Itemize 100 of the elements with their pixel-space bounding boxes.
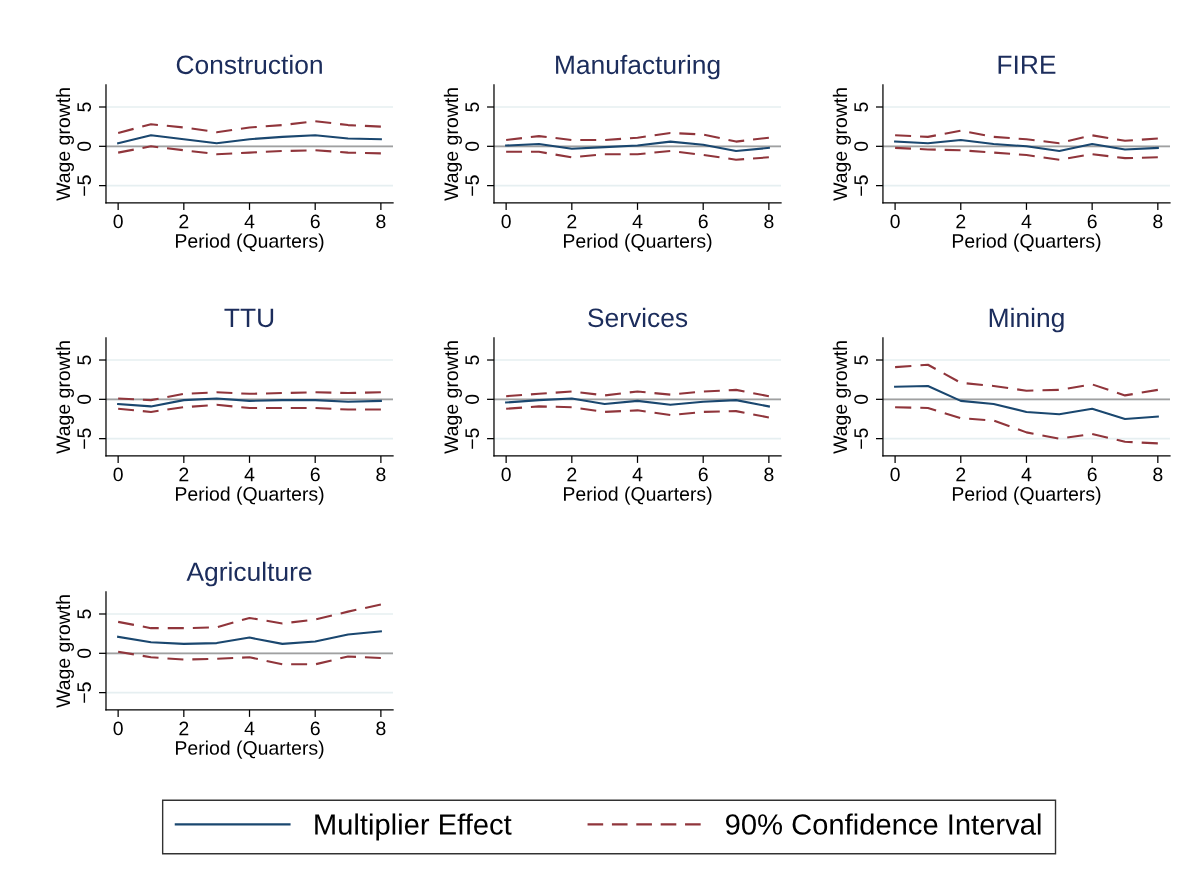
line-series (505, 140, 770, 153)
y-tick-label: 0 (854, 394, 868, 404)
line-series (117, 603, 382, 630)
x-tick-label: 2 (956, 214, 966, 229)
x-tick-label: 8 (376, 467, 386, 482)
x-tick-label: 8 (764, 214, 774, 229)
x-tick-label: 0 (890, 214, 900, 229)
x-tick-label: 4 (244, 214, 255, 229)
x-axis-title: Period (Quarters) (176, 740, 324, 759)
x-axis-title: Period (Quarters) (564, 486, 712, 505)
x-axis-title: Period (Quarters) (952, 233, 1101, 252)
line-series (117, 391, 382, 402)
y-tick-label: 0 (465, 141, 480, 151)
line-series (894, 138, 1159, 153)
x-tick-label: 0 (501, 214, 511, 229)
x-tick-label: 4 (1021, 467, 1032, 482)
legend-label: 90% Confidence Interval (726, 813, 1041, 835)
line-series (117, 403, 382, 413)
x-axis-title: Period (Quarters) (176, 233, 324, 252)
y-tick-label: 0 (77, 394, 92, 404)
y-tick-label: 5 (77, 102, 92, 112)
line-series (894, 146, 1159, 161)
line-series (894, 129, 1159, 145)
line-series (117, 145, 382, 156)
line-series (505, 150, 770, 161)
x-tick-label: 2 (956, 467, 966, 482)
x-tick-label: 4 (632, 214, 643, 229)
y-tick-label: 5 (854, 102, 868, 112)
y-axis-title: Wage growth (55, 88, 74, 201)
y-tick-label: −5 (77, 682, 92, 703)
y-axis-title: Wage growth (55, 595, 74, 708)
x-tick-label: 4 (1021, 214, 1032, 229)
x-tick-label: 8 (1153, 214, 1163, 229)
line-series (894, 363, 1159, 397)
y-tick-label: 5 (465, 355, 480, 365)
chart-title: Mining (989, 307, 1064, 333)
y-axis-title: Wage growth (832, 88, 851, 201)
x-tick-label: 2 (567, 467, 577, 482)
line-series (505, 388, 770, 398)
chart-title: FIRE (998, 55, 1056, 74)
y-tick-label: −5 (77, 175, 92, 196)
x-tick-label: 6 (698, 467, 708, 482)
y-tick-label: −5 (854, 428, 868, 449)
line-series (505, 397, 770, 408)
x-tick-label: 6 (310, 467, 320, 482)
y-tick-label: 5 (854, 355, 868, 365)
x-tick-label: 6 (310, 214, 320, 229)
x-axis-title: Period (Quarters) (952, 486, 1101, 505)
x-tick-label: 6 (310, 721, 320, 736)
line-series (117, 120, 382, 134)
x-tick-label: 8 (376, 721, 386, 736)
x-tick-label: 4 (632, 467, 643, 482)
line-series (117, 134, 382, 145)
x-tick-label: 2 (179, 467, 189, 482)
x-tick-label: 0 (113, 214, 123, 229)
y-axis-title: Wage growth (443, 88, 462, 201)
y-axis-title: Wage growth (832, 341, 851, 454)
chart-title: Services (588, 307, 688, 328)
line-series (894, 384, 1159, 421)
y-axis-title: Wage growth (55, 341, 74, 454)
x-tick-label: 8 (376, 214, 386, 229)
y-tick-label: 5 (77, 355, 92, 365)
x-tick-label: 6 (698, 214, 708, 229)
line-series (505, 131, 770, 143)
line-series (117, 630, 382, 645)
y-tick-label: 5 (77, 609, 92, 619)
chart-title: Construction (176, 54, 322, 75)
x-tick-label: 2 (179, 721, 189, 736)
y-tick-label: 0 (77, 648, 92, 658)
x-tick-label: 4 (244, 721, 255, 736)
x-tick-label: 6 (1087, 467, 1097, 482)
x-tick-label: 8 (764, 467, 774, 482)
line-series (117, 397, 382, 408)
y-tick-label: 0 (77, 141, 92, 151)
x-tick-label: 6 (1087, 214, 1097, 229)
chart-title: TTU (224, 308, 274, 328)
x-tick-label: 2 (567, 214, 577, 229)
y-tick-label: −5 (77, 428, 92, 449)
x-tick-label: 0 (113, 721, 123, 736)
x-tick-label: 8 (1153, 467, 1163, 482)
x-tick-label: 2 (179, 214, 189, 229)
line-series (117, 650, 382, 666)
y-axis-title: Wage growth (443, 341, 462, 454)
y-tick-label: −5 (465, 428, 480, 449)
y-tick-label: 0 (854, 141, 868, 151)
y-tick-label: 5 (465, 102, 480, 112)
legend-label: Multiplier Effect (315, 813, 512, 841)
y-tick-label: −5 (854, 175, 868, 196)
x-axis-title: Period (Quarters) (564, 233, 712, 252)
chart-title: Manufacturing (556, 54, 720, 80)
line-series (505, 405, 770, 419)
y-tick-label: −5 (465, 175, 480, 196)
line-series (894, 406, 1159, 445)
x-tick-label: 4 (244, 467, 255, 482)
x-tick-label: 0 (113, 467, 123, 482)
x-tick-label: 0 (501, 467, 511, 482)
x-axis-title: Period (Quarters) (176, 486, 324, 505)
chart-title: Agriculture (186, 561, 312, 587)
y-tick-label: 0 (465, 394, 480, 404)
x-tick-label: 0 (890, 467, 900, 482)
